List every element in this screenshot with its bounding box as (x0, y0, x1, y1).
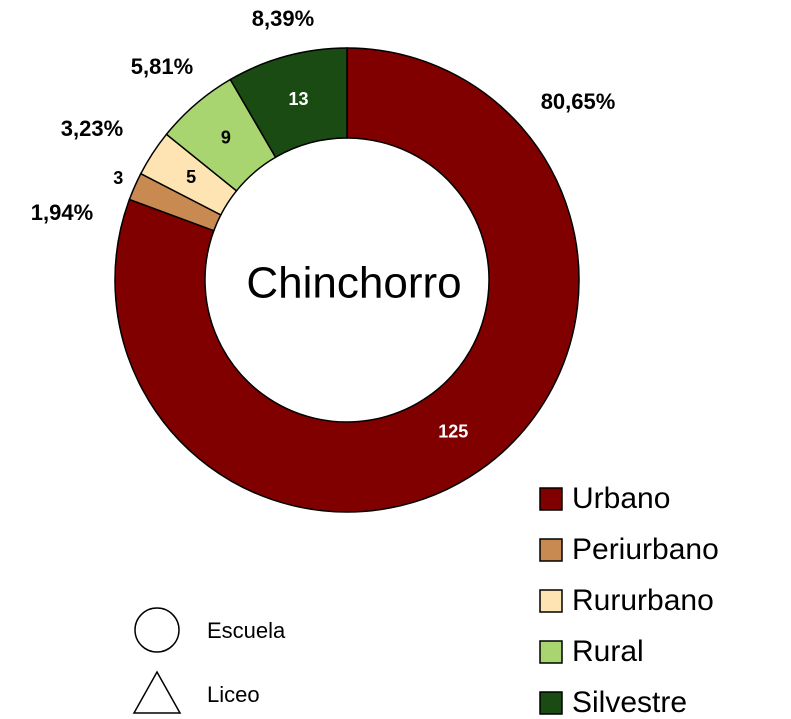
percent-label: 5,81% (131, 54, 193, 79)
legend-swatch (539, 538, 563, 562)
count-label: 3 (113, 168, 123, 188)
legend-swatch (539, 640, 563, 664)
slice (229, 47, 348, 159)
legend-label: Rural (572, 635, 644, 668)
legend-label: Periurbano (572, 533, 719, 566)
legend-label: Silvestre (572, 686, 687, 719)
slice (114, 47, 580, 513)
marker-triangle (132, 670, 182, 714)
percent-label: 8,39% (252, 6, 314, 31)
legend-swatch (539, 691, 563, 715)
legend-label: Rururbano (572, 584, 714, 617)
count-label: 5 (186, 167, 196, 187)
legend-label: Urbano (572, 482, 670, 515)
marker-circle (134, 607, 180, 653)
percent-label: 3,23% (61, 116, 123, 141)
marker-label: Escuela (207, 618, 286, 643)
percent-label: 1,94% (31, 200, 93, 225)
percent-label: 80,65% (541, 89, 616, 114)
count-label: 9 (221, 128, 231, 148)
marker-label: Liceo (207, 682, 260, 707)
count-label: 13 (289, 89, 309, 109)
legend-swatch (539, 487, 563, 511)
count-label: 125 (438, 421, 468, 441)
center-label: Chinchorro (246, 259, 461, 308)
legend-swatch (539, 589, 563, 613)
